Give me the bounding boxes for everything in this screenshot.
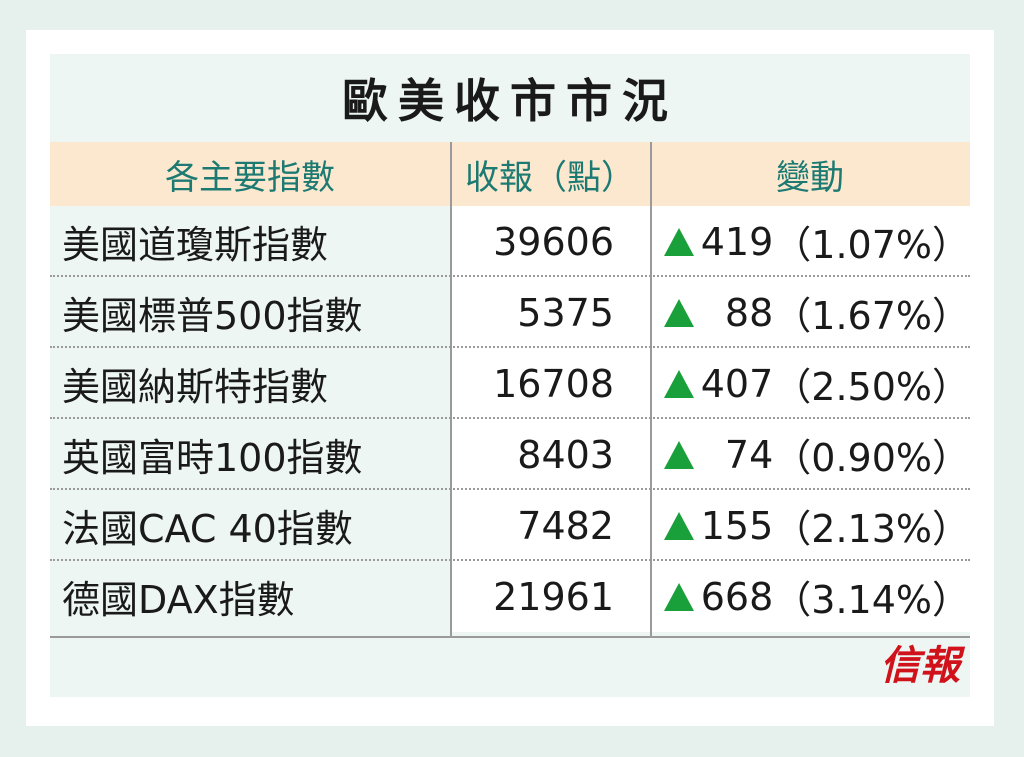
change-value: 155 bbox=[700, 503, 774, 548]
header-change: 變動 bbox=[776, 157, 844, 198]
table-header: 各主要指數 收報（點） 變動 bbox=[50, 142, 970, 206]
index-name: 美國標普500指數 bbox=[50, 277, 450, 348]
table-body: 美國道瓊斯指數 39606 419 （1.07%） 美國標普500指數 5375… bbox=[50, 206, 970, 636]
change-cell: 419 （1.07%） bbox=[650, 206, 970, 277]
table-row: 法國CAC 40指數 7482 155 （2.13%） bbox=[50, 490, 970, 561]
close-value: 16708 bbox=[450, 348, 650, 419]
market-table-panel: 歐美收市市況 各主要指數 收報（點） 變動 美國道瓊斯指數 39606 419 … bbox=[50, 54, 970, 697]
table-row: 美國標普500指數 5375 88 （1.67%） bbox=[50, 277, 970, 348]
column-divider bbox=[450, 142, 452, 636]
column-divider bbox=[650, 142, 652, 636]
close-value: 5375 bbox=[450, 277, 650, 348]
index-name: 德國DAX指數 bbox=[50, 561, 450, 632]
change-cell: 155 （2.13%） bbox=[650, 490, 970, 561]
publisher-logo: 信報 bbox=[880, 642, 960, 689]
change-cell: 74 （0.90%） bbox=[650, 419, 970, 490]
index-name: 法國CAC 40指數 bbox=[50, 490, 450, 561]
change-value: 419 bbox=[700, 219, 774, 264]
header-index: 各主要指數 bbox=[165, 157, 335, 198]
up-arrow-icon bbox=[664, 440, 694, 469]
up-arrow-icon bbox=[664, 298, 694, 327]
table-row: 德國DAX指數 21961 668 （3.14%） bbox=[50, 561, 970, 632]
change-percent: （2.50%） bbox=[773, 365, 970, 409]
table-row: 英國富時100指數 8403 74 （0.90%） bbox=[50, 419, 970, 490]
change-value: 88 bbox=[724, 290, 774, 335]
frame: 歐美收市市況 各主要指數 收報（點） 變動 美國道瓊斯指數 39606 419 … bbox=[26, 30, 994, 726]
table-title: 歐美收市市況 bbox=[342, 74, 678, 128]
table-row: 美國道瓊斯指數 39606 419 （1.07%） bbox=[50, 206, 970, 277]
change-cell: 407 （2.50%） bbox=[650, 348, 970, 419]
header-close: 收報（點） bbox=[465, 157, 635, 198]
change-cell: 668 （3.14%） bbox=[650, 561, 970, 632]
close-value: 21961 bbox=[450, 561, 650, 632]
change-percent: （1.07%） bbox=[773, 223, 970, 267]
table-bottom-rule bbox=[50, 636, 970, 638]
change-value: 74 bbox=[724, 432, 774, 477]
change-cell: 88 （1.67%） bbox=[650, 277, 970, 348]
close-value: 8403 bbox=[450, 419, 650, 490]
up-arrow-icon bbox=[664, 511, 694, 540]
index-name: 美國納斯特指數 bbox=[50, 348, 450, 419]
change-percent: （0.90%） bbox=[773, 436, 970, 480]
up-arrow-icon bbox=[664, 227, 694, 256]
index-name: 美國道瓊斯指數 bbox=[50, 206, 450, 277]
change-percent: （2.13%） bbox=[773, 507, 970, 551]
change-value: 668 bbox=[700, 574, 774, 619]
up-arrow-icon bbox=[664, 582, 694, 611]
index-name: 英國富時100指數 bbox=[50, 419, 450, 490]
change-percent: （1.67%） bbox=[773, 294, 970, 338]
close-value: 7482 bbox=[450, 490, 650, 561]
close-value: 39606 bbox=[450, 206, 650, 277]
change-percent: （3.14%） bbox=[773, 578, 970, 622]
table-row: 美國納斯特指數 16708 407 （2.50%） bbox=[50, 348, 970, 419]
change-value: 407 bbox=[700, 361, 774, 406]
up-arrow-icon bbox=[664, 369, 694, 398]
